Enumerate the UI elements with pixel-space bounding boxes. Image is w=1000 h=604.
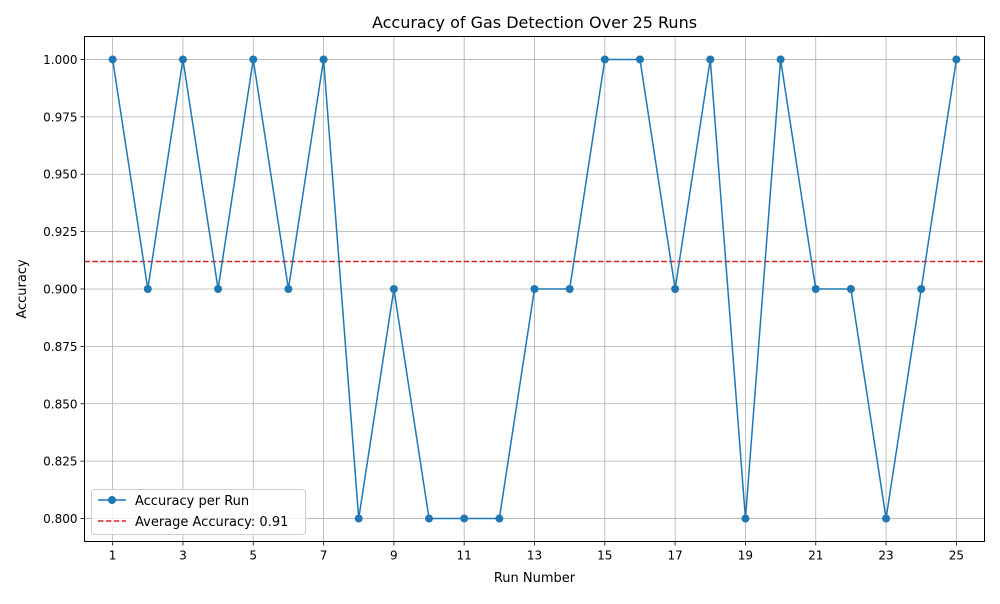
accuracy-data-point bbox=[565, 285, 574, 293]
x-tick-label: 19 bbox=[738, 549, 753, 563]
accuracy-data-point bbox=[108, 55, 117, 64]
x-tick-label: 9 bbox=[390, 549, 398, 563]
x-tick-label: 11 bbox=[457, 549, 472, 563]
x-tick-label: 1 bbox=[109, 549, 117, 563]
accuracy-data-point bbox=[495, 514, 504, 523]
x-tick-label: 21 bbox=[808, 549, 823, 563]
y-tick-label: 1.000 bbox=[43, 53, 77, 67]
x-tick-layer: 1 3 5 7 9 11 13 15 17 19 21 23 25 bbox=[109, 541, 964, 563]
y-axis-label: Accuracy bbox=[15, 259, 30, 319]
x-tick-label: 25 bbox=[949, 549, 964, 563]
y-tick-label: 0.825 bbox=[43, 455, 77, 469]
accuracy-data-point bbox=[882, 514, 891, 523]
accuracy-data-point bbox=[214, 285, 223, 293]
accuracy-data-point bbox=[741, 514, 750, 523]
accuracy-data-point bbox=[178, 55, 187, 64]
y-tick-label: 0.925 bbox=[43, 225, 77, 239]
accuracy-data-point bbox=[952, 55, 961, 64]
legend-series-marker bbox=[108, 496, 116, 504]
y-tick-label: 0.850 bbox=[43, 397, 77, 411]
accuracy-data-point bbox=[319, 55, 328, 64]
legend-frame bbox=[91, 489, 306, 535]
y-tick-label: 0.975 bbox=[43, 110, 77, 124]
y-tick-label: 0.800 bbox=[43, 512, 77, 526]
y-tick-label: 0.875 bbox=[43, 340, 77, 354]
accuracy-data-point bbox=[249, 55, 258, 64]
accuracy-data-point bbox=[706, 55, 715, 64]
accuracy-data-point bbox=[284, 285, 293, 293]
x-axis-label: Run Number bbox=[494, 571, 576, 586]
legend: Accuracy per Run Average Accuracy: 0.91 bbox=[91, 489, 306, 535]
x-tick-label: 13 bbox=[527, 549, 542, 563]
accuracy-data-point bbox=[846, 285, 855, 293]
accuracy-data-point bbox=[600, 55, 609, 64]
legend-average-label: Average Accuracy: 0.91 bbox=[135, 515, 288, 530]
accuracy-data-point bbox=[776, 55, 785, 64]
series-layer bbox=[108, 55, 961, 523]
y-tick-label: 0.900 bbox=[43, 283, 77, 297]
x-tick-label: 17 bbox=[667, 549, 682, 563]
accuracy-data-point bbox=[811, 285, 820, 293]
accuracy-data-point bbox=[460, 514, 469, 523]
x-tick-label: 3 bbox=[179, 549, 187, 563]
x-tick-label: 7 bbox=[320, 549, 328, 563]
chart-title: Accuracy of Gas Detection Over 25 Runs bbox=[372, 13, 697, 32]
accuracy-data-point bbox=[389, 285, 398, 293]
accuracy-data-point bbox=[425, 514, 434, 523]
accuracy-data-point bbox=[917, 285, 926, 293]
accuracy-data-point bbox=[530, 285, 539, 293]
x-tick-label: 15 bbox=[597, 549, 612, 563]
x-tick-label: 23 bbox=[878, 549, 893, 563]
y-tick-layer: 0.800 0.825 0.850 0.875 0.900 0.925 0.950 0.975… bbox=[43, 53, 85, 526]
accuracy-data-point bbox=[143, 285, 152, 293]
x-tick-label: 5 bbox=[249, 549, 257, 563]
y-tick-label: 0.950 bbox=[43, 168, 77, 182]
accuracy-data-point bbox=[635, 55, 644, 64]
accuracy-data-point bbox=[354, 514, 363, 523]
accuracy-data-point bbox=[671, 285, 680, 293]
legend-series-label: Accuracy per Run bbox=[135, 494, 249, 509]
